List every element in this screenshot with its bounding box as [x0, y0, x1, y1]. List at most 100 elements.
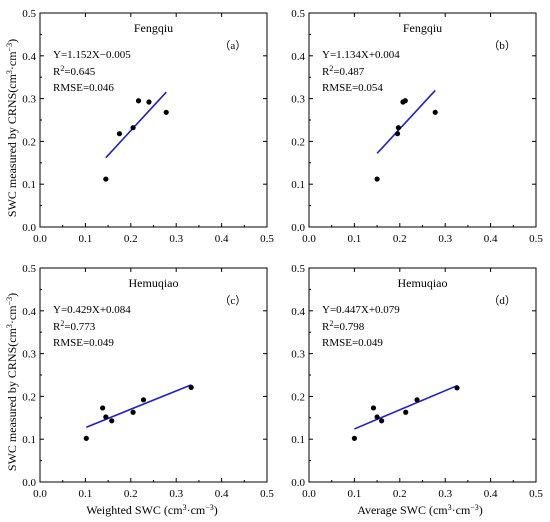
regression-equation: Y=0.429X+0.084: [53, 304, 131, 316]
data-point: [188, 384, 194, 391]
y-tick-label: 0.5: [291, 8, 305, 20]
x-tick-label: 0.5: [529, 233, 543, 245]
data-point: [163, 109, 169, 115]
panel-label: （c）: [219, 294, 246, 307]
tick-marks: [308, 12, 537, 228]
data-point: [130, 125, 136, 131]
y-tick-label: 0.1: [22, 179, 36, 191]
data-point: [351, 435, 357, 441]
panel-label: （d）: [488, 294, 515, 307]
x-tick-label: 0.2: [393, 233, 407, 245]
r-squared: R2=0.798: [322, 319, 365, 334]
x-tick-labels: 0.0 0.1 0.2 0.3 0.4 0.5: [302, 488, 543, 500]
x-tick-label: 0.1: [79, 233, 93, 245]
data-point: [109, 418, 115, 424]
r-squared: R2=0.645: [53, 64, 96, 79]
panel-title: Fengqiu: [403, 21, 442, 35]
y-tick-label: 0.4: [22, 306, 36, 318]
panel-label: （b）: [488, 39, 515, 52]
tick-marks: [308, 267, 537, 483]
panel-a: 0.0 0.1 0.2 0.3 0.4 0.5 0.0 0.1 0.2 0.3 0.4 0.5 Fe…: [22, 8, 274, 245]
x-tick-label: 0.4: [215, 488, 229, 500]
y-tick-labels: 0.0 0.1 0.2 0.3 0.4 0.5: [22, 8, 36, 234]
data-point: [374, 414, 380, 420]
tick-marks: [39, 267, 268, 483]
data-point: [432, 109, 438, 115]
y-tick-label: 0.3: [291, 94, 305, 106]
x-tick-label: 0.4: [484, 488, 498, 500]
x-tick-labels: 0.0 0.1 0.2 0.3 0.4 0.5: [302, 233, 543, 245]
panel-title: Fengqiu: [134, 21, 173, 35]
panel-b: 0.0 0.1 0.2 0.3 0.4 0.5 0.0 0.1 0.2 0.3 0.4 0.5 Fe…: [291, 8, 543, 245]
data-point: [395, 125, 402, 131]
x-tick-label: 0.3: [438, 488, 452, 500]
y-tick-label: 0.0: [22, 477, 36, 489]
x-axis-title-right: Average SWC (cm3·cm−3): [357, 503, 483, 518]
y-tick-label: 0.4: [291, 51, 305, 63]
data-point: [402, 98, 408, 104]
x-tick-label: 0.5: [260, 488, 274, 500]
panel-d: 0.0 0.1 0.2 0.3 0.4 0.5 0.0 0.1 0.2 0.3 0.4 0.5 He…: [291, 263, 543, 500]
regression-equation: Y=1.134X+0.004: [322, 49, 400, 61]
y-tick-label: 0.3: [22, 349, 36, 361]
x-tick-label: 0.0: [302, 488, 316, 500]
data-points: [374, 98, 438, 182]
y-tick-label: 0.1: [22, 434, 36, 446]
rmse: RMSE=0.049: [322, 337, 383, 349]
data-point: [374, 176, 380, 182]
x-tick-label: 0.1: [79, 488, 93, 500]
y-tick-label: 0.2: [22, 391, 36, 403]
y-tick-label: 0.0: [291, 477, 305, 489]
y-tick-labels: 0.0 0.1 0.2 0.3 0.4 0.5: [22, 263, 36, 489]
data-point: [130, 409, 136, 415]
data-point: [140, 397, 147, 403]
y-tick-label: 0.3: [22, 94, 36, 106]
panel-label: （a）: [219, 39, 246, 52]
data-point: [379, 418, 385, 424]
y-tick-label: 0.5: [22, 263, 36, 275]
y-tick-label: 0.5: [22, 8, 36, 20]
x-tick-label: 0.2: [393, 488, 407, 500]
y-tick-label: 0.0: [291, 222, 305, 234]
data-points: [103, 98, 169, 182]
data-points: [83, 384, 194, 441]
r-squared: R2=0.487: [322, 64, 365, 79]
tick-marks: [39, 12, 268, 228]
x-tick-label: 0.1: [348, 233, 362, 245]
data-point: [103, 414, 109, 420]
x-tick-label: 0.2: [124, 233, 138, 245]
x-tick-label: 0.3: [438, 233, 452, 245]
y-tick-label: 0.2: [22, 136, 36, 148]
x-tick-label: 0.0: [33, 233, 47, 245]
data-point: [146, 99, 152, 105]
y-tick-label: 0.4: [291, 306, 305, 318]
rmse: RMSE=0.049: [53, 337, 114, 349]
panel-title: Hemuqiao: [129, 276, 179, 290]
x-tick-label: 0.3: [169, 233, 183, 245]
y-tick-label: 0.4: [22, 51, 36, 63]
data-point: [370, 405, 377, 411]
y-tick-label: 0.3: [291, 349, 305, 361]
data-point: [116, 131, 123, 137]
y-tick-label: 0.1: [291, 434, 305, 446]
y-tick-label: 0.2: [291, 136, 305, 148]
fit-line: [105, 91, 167, 159]
r-squared: R2=0.773: [53, 319, 96, 334]
y-axis-title-top: SWC measured by CRNS(cm3·cm−3): [5, 39, 20, 217]
data-point: [414, 397, 420, 403]
data-point: [394, 131, 401, 137]
data-points: [351, 385, 460, 441]
panel-c: 0.0 0.1 0.2 0.3 0.4 0.5 0.0 0.1 0.2 0.3 0.4 0.5 He…: [22, 263, 274, 500]
rmse: RMSE=0.046: [53, 82, 114, 94]
x-tick-label: 0.1: [348, 488, 362, 500]
y-tick-labels: 0.0 0.1 0.2 0.3 0.4 0.5: [291, 8, 305, 234]
x-tick-label: 0.5: [529, 488, 543, 500]
y-tick-label: 0.2: [291, 391, 305, 403]
panel-title: Hemuqiao: [398, 276, 448, 290]
y-axis-title-bottom: SWC measured by CRNS(cm3·cm−3): [5, 293, 20, 471]
x-axis-title-left: Weighted SWC (cm3·cm−3): [86, 503, 218, 518]
x-tick-label: 0.2: [124, 488, 138, 500]
x-tick-label: 0.4: [484, 233, 498, 245]
regression-equation: Y=0.447X+0.079: [322, 304, 400, 316]
data-point: [454, 385, 460, 391]
